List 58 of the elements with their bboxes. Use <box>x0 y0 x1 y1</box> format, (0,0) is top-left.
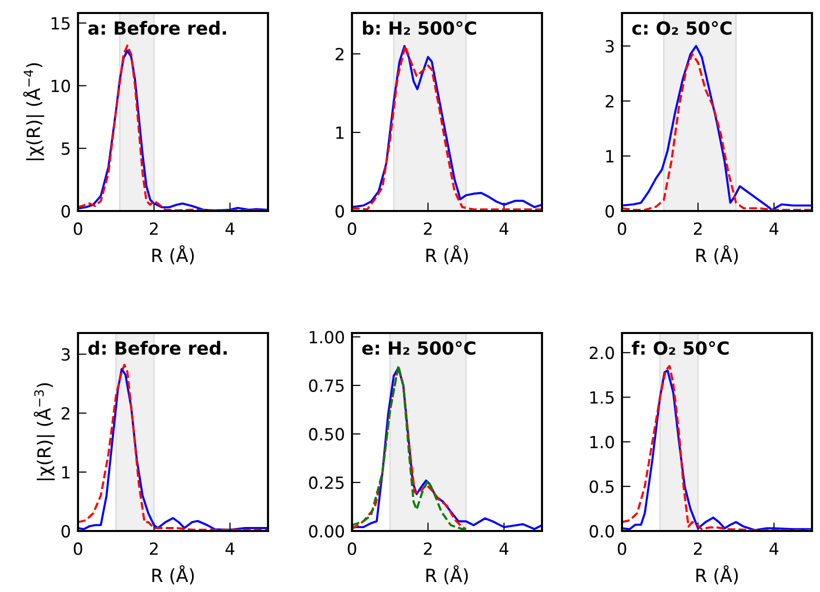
chart-title: f: O₂ 50°C <box>632 340 729 355</box>
x-tick-label: 0 <box>348 542 356 556</box>
y-axis-title: |χ(R)| (Å$^{−3}$) <box>34 383 55 480</box>
y-tick-label: 0 <box>336 204 344 218</box>
x-tick-label: 2 <box>424 542 432 555</box>
y-tick-label: 10 <box>52 80 70 92</box>
y-tick-label: 0.50 <box>309 428 344 441</box>
y-tick-label: 2.0 <box>590 346 614 360</box>
x-tick-label: 4 <box>226 542 234 555</box>
chart-title: b: H₂ 500°C <box>363 20 476 35</box>
y-tick-label: 1.5 <box>590 391 614 404</box>
x-axis-title: R (Å) <box>696 245 738 264</box>
x-tick-label: 2 <box>150 222 158 235</box>
y-tick-label: 0 <box>62 204 70 218</box>
x-tick-label: 4 <box>500 542 508 555</box>
x-tick-label: 0 <box>618 222 626 236</box>
x-tick-label: 2 <box>150 542 158 555</box>
x-tick-label: 0 <box>74 542 82 556</box>
x-tick-label: 0 <box>74 222 82 236</box>
y-tick-label: 0 <box>606 204 614 218</box>
y-tick-label: 0.25 <box>309 476 344 490</box>
x-tick-label: 0 <box>348 222 356 236</box>
y-tick-label: 3 <box>62 348 70 361</box>
y-tick-label: 5 <box>62 142 70 155</box>
x-tick-label: 2 <box>694 222 702 235</box>
y-tick-label: 2 <box>62 407 70 420</box>
x-tick-label: 2 <box>424 222 432 235</box>
x-tick-label: 4 <box>226 222 234 235</box>
x-tick-label: 4 <box>500 222 508 235</box>
x-tick-label: 4 <box>770 542 778 555</box>
y-tick-label: 0.75 <box>309 379 344 392</box>
y-axis-title: |χ(R)| (Å$^{−4}$) <box>23 63 44 160</box>
x-axis-title: R (Å) <box>696 565 738 584</box>
line-series <box>352 364 468 530</box>
y-tick-label: 0.0 <box>590 524 614 538</box>
y-tick-label: 15 <box>52 17 70 30</box>
y-tick-label: 0.5 <box>590 480 614 493</box>
chart-title: e: H₂ 500°C <box>362 341 476 355</box>
y-tick-label: 1.00 <box>310 330 344 344</box>
y-tick-label: 1 <box>62 466 70 478</box>
y-tick-label: 0 <box>62 524 70 538</box>
x-tick-label: 2 <box>694 542 702 555</box>
y-tick-label: 2 <box>336 48 344 60</box>
x-tick-label: 4 <box>770 222 778 235</box>
x-axis-title: R (Å) <box>152 245 194 264</box>
x-axis-title: R (Å) <box>426 565 468 584</box>
chart-title: d: Before red. <box>88 340 227 355</box>
y-tick-label: 1 <box>336 126 344 139</box>
y-tick-label: 3 <box>606 40 614 53</box>
x-axis-title: R (Å) <box>152 565 194 584</box>
chart-title: c: O₂ 50°C <box>632 21 732 35</box>
x-tick-label: 0 <box>618 542 626 556</box>
y-tick-label: 1.0 <box>590 436 614 448</box>
y-tick-label: 0.00 <box>309 524 344 538</box>
y-tick-label: 2 <box>606 94 614 108</box>
chart-title: a: Before red. <box>88 20 226 35</box>
y-tick-label: 1 <box>606 150 614 162</box>
x-axis-title: R (Å) <box>426 245 468 264</box>
